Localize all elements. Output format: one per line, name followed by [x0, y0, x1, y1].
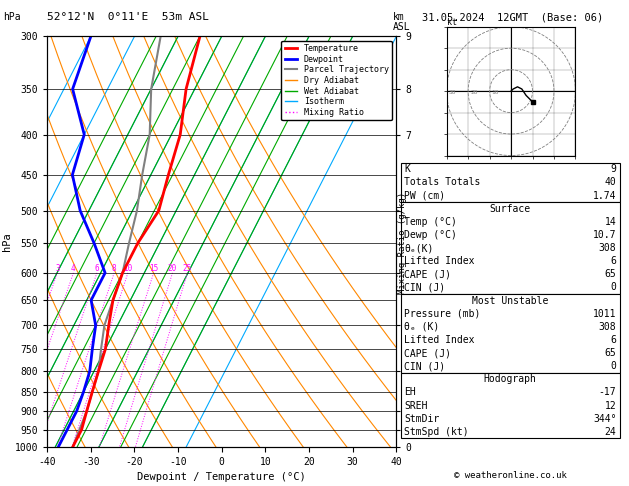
Text: 20: 20 [470, 90, 478, 95]
Text: Dewp (°C): Dewp (°C) [404, 230, 457, 240]
Text: StmDir: StmDir [404, 414, 440, 424]
Text: 308: 308 [599, 322, 616, 332]
Text: 1011: 1011 [593, 309, 616, 319]
Text: Most Unstable: Most Unstable [472, 295, 548, 306]
Text: 3: 3 [55, 264, 60, 273]
Text: SREH: SREH [404, 400, 428, 411]
Text: θₑ (K): θₑ (K) [404, 322, 440, 332]
Text: 10.7: 10.7 [593, 230, 616, 240]
Text: 15: 15 [149, 264, 159, 273]
Legend: Temperature, Dewpoint, Parcel Trajectory, Dry Adiabat, Wet Adiabat, Isotherm, Mi: Temperature, Dewpoint, Parcel Trajectory… [281, 41, 392, 120]
Text: CAPE (J): CAPE (J) [404, 269, 452, 279]
Text: 308: 308 [599, 243, 616, 253]
Text: km
ASL: km ASL [393, 12, 411, 32]
Text: K: K [404, 164, 410, 174]
Text: Lifted Index: Lifted Index [404, 256, 475, 266]
Text: 344°: 344° [593, 414, 616, 424]
Text: θₑ(K): θₑ(K) [404, 243, 434, 253]
Text: 10: 10 [492, 90, 499, 95]
Text: 65: 65 [604, 348, 616, 358]
Text: 14: 14 [604, 217, 616, 227]
Text: StmSpd (kt): StmSpd (kt) [404, 427, 469, 437]
Text: Surface: Surface [489, 204, 531, 214]
Text: CIN (J): CIN (J) [404, 361, 445, 371]
Text: hPa: hPa [3, 12, 21, 22]
Text: 30: 30 [449, 90, 456, 95]
Text: PW (cm): PW (cm) [404, 191, 445, 201]
Text: 9: 9 [611, 164, 616, 174]
X-axis label: Dewpoint / Temperature (°C): Dewpoint / Temperature (°C) [137, 472, 306, 483]
Text: Lifted Index: Lifted Index [404, 335, 475, 345]
Text: 31.05.2024  12GMT  (Base: 06): 31.05.2024 12GMT (Base: 06) [422, 12, 603, 22]
Text: 52°12'N  0°11'E  53m ASL: 52°12'N 0°11'E 53m ASL [47, 12, 209, 22]
Text: kt: kt [447, 17, 457, 27]
Text: 25: 25 [183, 264, 192, 273]
Text: Totals Totals: Totals Totals [404, 177, 481, 188]
Text: 6: 6 [611, 335, 616, 345]
Text: 4: 4 [71, 264, 75, 273]
Text: EH: EH [404, 387, 416, 398]
Text: 65: 65 [604, 269, 616, 279]
Text: 0: 0 [611, 361, 616, 371]
Y-axis label: hPa: hPa [2, 232, 12, 251]
Text: 1.74: 1.74 [593, 191, 616, 201]
Text: 24: 24 [604, 427, 616, 437]
Text: 8: 8 [112, 264, 116, 273]
Text: 40: 40 [604, 177, 616, 188]
Text: 12: 12 [604, 400, 616, 411]
Text: © weatheronline.co.uk: © weatheronline.co.uk [454, 471, 567, 480]
Text: CAPE (J): CAPE (J) [404, 348, 452, 358]
Text: 6: 6 [94, 264, 99, 273]
Text: 0: 0 [611, 282, 616, 293]
Text: Mixing Ratio (g/kg): Mixing Ratio (g/kg) [398, 192, 407, 294]
Text: Hodograph: Hodograph [484, 374, 537, 384]
Text: Pressure (mb): Pressure (mb) [404, 309, 481, 319]
Text: 20: 20 [168, 264, 177, 273]
Text: -17: -17 [599, 387, 616, 398]
Text: Temp (°C): Temp (°C) [404, 217, 457, 227]
Text: CIN (J): CIN (J) [404, 282, 445, 293]
Text: 10: 10 [123, 264, 133, 273]
Text: 6: 6 [611, 256, 616, 266]
